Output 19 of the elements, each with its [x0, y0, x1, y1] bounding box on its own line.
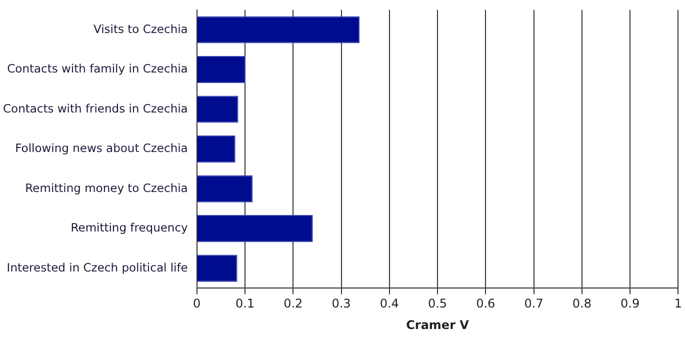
x-tick-label: 0.5	[428, 296, 448, 311]
y-tick-label: Contacts with family in Czechia	[7, 62, 188, 76]
x-tick-label: 0.3	[332, 296, 351, 311]
x-tick-label: 0.4	[380, 296, 399, 311]
x-tick-label: 0.9	[620, 296, 640, 311]
x-tick-label: 0.8	[572, 296, 592, 311]
y-tick-label: Interested in Czech political life	[6, 260, 188, 274]
x-tick-label: 0.2	[284, 296, 303, 311]
x-tick-label: 0	[193, 296, 201, 311]
y-tick-label: Remitting money to Czechia	[25, 180, 188, 195]
x-tick-label: 0.6	[476, 296, 496, 311]
y-tick-label: Contacts with friends in Czechia	[3, 101, 188, 116]
x-tick-label: 0.1	[235, 296, 255, 311]
y-tick-label: Visits to Czechia	[94, 22, 188, 36]
y-tick-label: Remitting frequency	[70, 220, 188, 235]
x-tick-label: 1	[674, 296, 682, 311]
y-tick-label: Following news about Czechia	[15, 141, 188, 156]
x-tick-label: 0.7	[524, 296, 544, 311]
x-axis-title: Cramer V	[406, 318, 470, 332]
